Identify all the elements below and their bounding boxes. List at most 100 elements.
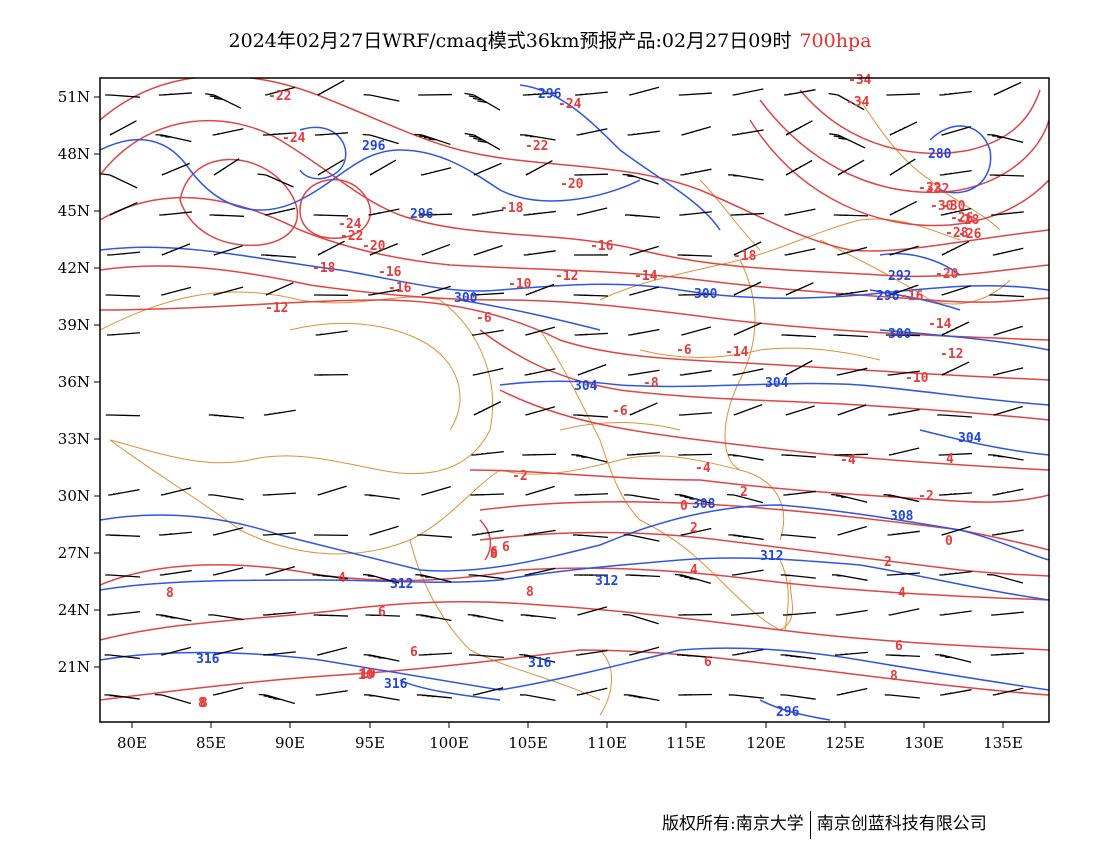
wind-barb	[939, 570, 972, 576]
t-label: 8	[526, 585, 534, 600]
wind-barb	[732, 88, 764, 96]
wind-barb	[158, 92, 192, 96]
wind-barb	[368, 208, 400, 216]
t-label: 6	[410, 645, 418, 660]
wind-barb	[990, 652, 1024, 656]
h-label: 304	[765, 376, 789, 391]
lon-tick: 135E	[983, 722, 1023, 752]
wind-barb	[523, 529, 556, 536]
wind-barb	[155, 614, 192, 622]
t-label: 8	[890, 669, 898, 684]
wind-barb	[733, 241, 762, 256]
wind-barb	[107, 251, 140, 256]
wind-barb	[472, 209, 504, 216]
wind-barb	[261, 254, 296, 258]
wind-barb	[992, 367, 1024, 376]
wind-barb	[941, 361, 970, 376]
wind-barb	[213, 158, 240, 176]
wind-barb	[986, 573, 1024, 584]
lat-label: 39N	[58, 316, 90, 334]
t-label: -24	[338, 217, 362, 232]
wind-barb	[573, 414, 608, 418]
wind-barb	[730, 212, 764, 216]
t-label: -6	[676, 343, 692, 358]
wind-barb	[889, 200, 918, 216]
wind-barb	[628, 646, 660, 656]
wind-barb	[884, 694, 920, 699]
wind-barb	[780, 534, 816, 539]
wind-barb	[941, 126, 971, 136]
wind-barb	[829, 133, 866, 149]
height-contours	[100, 84, 1049, 721]
t-label: 6	[704, 655, 712, 670]
wind-barb	[625, 214, 660, 219]
wind-barb	[835, 609, 868, 616]
wind-barb	[941, 525, 971, 536]
border-lines	[100, 99, 1011, 716]
wind-barb	[464, 92, 501, 111]
wind-barb	[312, 574, 348, 580]
wind-barb	[624, 494, 660, 501]
wind-barb	[680, 527, 712, 536]
wind-barb	[363, 94, 400, 102]
wind-barb	[680, 326, 712, 336]
lat-label: 42N	[58, 259, 90, 277]
wind-barb	[522, 92, 556, 96]
wind-barb	[674, 493, 712, 504]
wind-barb	[524, 326, 556, 336]
wind-barb	[886, 93, 921, 96]
t-label: 6	[502, 540, 510, 555]
wind-barb	[109, 201, 138, 216]
wind-barb	[417, 534, 452, 538]
wind-barb	[420, 167, 452, 176]
wind-barb	[418, 652, 452, 656]
t-label: -12	[940, 347, 963, 362]
t-label: 6	[378, 605, 386, 620]
lon-tick: 130E	[904, 722, 944, 752]
wind-barb	[106, 332, 140, 336]
wind-barb	[833, 214, 869, 217]
t-label: 0	[945, 534, 953, 549]
t-label: -22	[525, 139, 548, 154]
wind-barb	[629, 402, 658, 416]
wind-barb	[628, 286, 660, 296]
h-label: 312	[390, 577, 413, 592]
t-label: 4	[946, 452, 954, 467]
h-label: 300	[888, 327, 912, 342]
wind-barb	[828, 92, 865, 111]
t-label: -12	[265, 301, 288, 316]
wind-barb	[731, 569, 764, 576]
wind-barb	[730, 612, 764, 616]
t-label: -18	[733, 249, 757, 264]
t-label: 4	[898, 586, 906, 601]
wind-barb	[524, 567, 556, 576]
wind-barb	[889, 284, 919, 296]
wind-barb	[154, 693, 191, 705]
t-label: 8	[200, 696, 208, 711]
lat-label: 21N	[58, 658, 90, 676]
wind-barb	[674, 573, 712, 584]
wind-barb	[678, 92, 712, 96]
wind-barb	[362, 133, 399, 145]
h-label: 296	[776, 705, 800, 720]
lat-tick: 51N	[58, 88, 100, 106]
lat-tick: 27N	[58, 544, 100, 562]
lon-tick: 115E	[666, 722, 706, 752]
t-label: -12	[555, 269, 578, 284]
wind-barb	[522, 453, 557, 456]
wind-barb	[160, 286, 192, 296]
wind-barb	[784, 248, 816, 256]
wind-barb	[837, 525, 867, 536]
wind-barb	[421, 285, 451, 296]
wind-barb	[369, 159, 397, 176]
wind-barb	[836, 367, 868, 376]
wind-barb	[885, 334, 921, 337]
wind-barb	[732, 129, 764, 136]
t-label: -4	[840, 453, 856, 468]
wind-barb	[519, 694, 556, 702]
wind-barb	[678, 613, 713, 616]
wind-barb	[992, 488, 1024, 496]
wind-barb	[473, 162, 502, 176]
wind-barb	[262, 532, 296, 536]
map-frame	[99, 77, 1050, 723]
